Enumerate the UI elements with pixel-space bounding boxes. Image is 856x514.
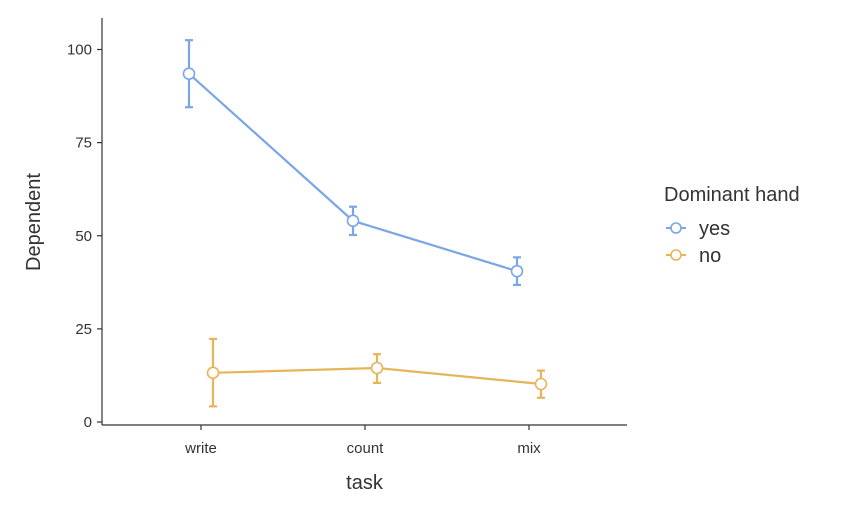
y-tick-label: 50: [75, 228, 92, 245]
legend-label: no: [699, 245, 721, 267]
legend-title: Dominant hand: [664, 184, 800, 206]
data-point: [206, 366, 220, 380]
x-tick-label: write: [184, 440, 217, 457]
series-yes: [182, 39, 524, 287]
axes: 0 25 50 75 100 write count mix: [67, 18, 627, 457]
legend-item-no: no: [666, 245, 721, 267]
legend-key-marker: [670, 222, 682, 234]
data-point: [370, 361, 384, 375]
x-tick-label: count: [347, 440, 385, 457]
legend-item-yes: yes: [666, 218, 730, 240]
y-tick-label: 100: [67, 42, 92, 59]
x-tick-label: mix: [517, 440, 541, 457]
series-layer: [182, 39, 548, 408]
series-no: [206, 337, 548, 408]
y-tick-label: 75: [75, 135, 92, 152]
data-point: [346, 214, 360, 228]
legend-key-marker: [670, 249, 682, 261]
legend: Dominant hand yes no: [664, 184, 800, 267]
series-line: [188, 72, 518, 273]
y-tick-label: 25: [75, 321, 92, 338]
y-axis-title: Dependent: [23, 173, 45, 271]
y-tick-label: 0: [84, 414, 92, 431]
data-point: [534, 377, 548, 391]
legend-label: yes: [699, 218, 730, 240]
data-point: [182, 67, 196, 81]
data-point: [510, 264, 524, 278]
x-axis-title: task: [346, 472, 384, 494]
